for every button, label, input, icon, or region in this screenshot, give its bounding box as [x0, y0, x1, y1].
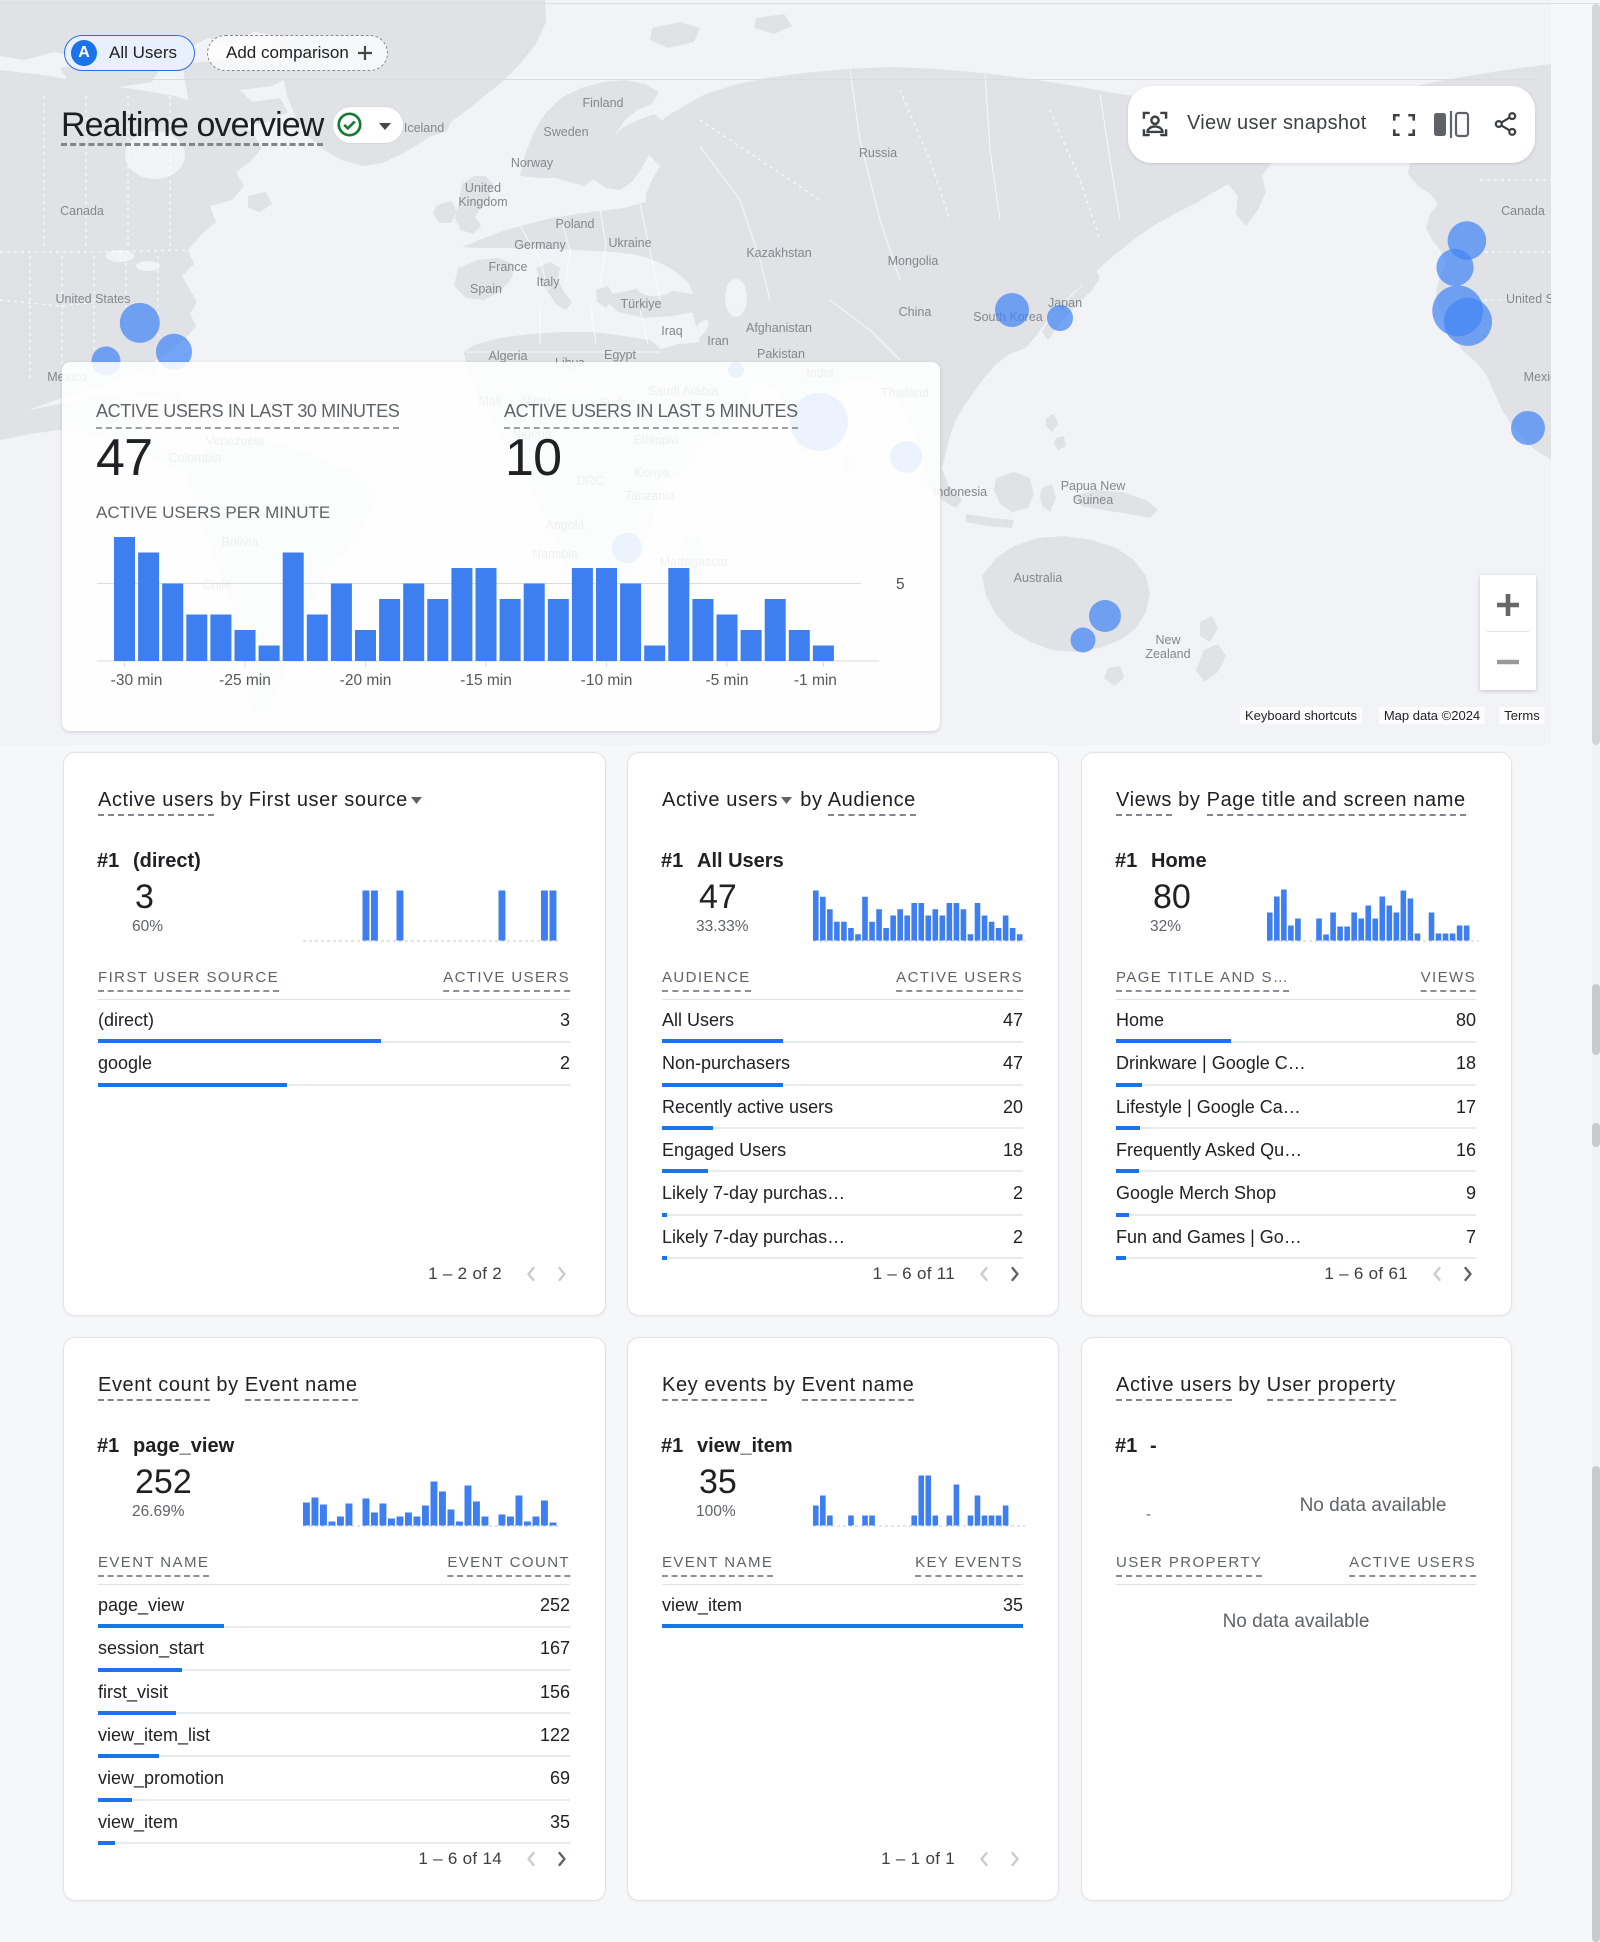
svg-text:-15 min: -15 min [460, 672, 512, 689]
svg-text:Egypt: Egypt [604, 348, 636, 362]
svg-text:Canada: Canada [60, 204, 104, 218]
svg-text:-20 min: -20 min [340, 672, 392, 689]
svg-text:Zealand: Zealand [1145, 647, 1190, 661]
svg-text:United S: United S [1506, 292, 1551, 306]
svg-text:-5 min: -5 min [705, 672, 748, 689]
svg-text:Kazakhstan: Kazakhstan [746, 246, 811, 260]
svg-text:Iraq: Iraq [661, 324, 683, 338]
svg-text:Italy: Italy [537, 275, 561, 289]
svg-text:France: France [489, 260, 528, 274]
svg-text:Russia: Russia [859, 146, 897, 160]
svg-text:Germany: Germany [514, 238, 566, 252]
svg-text:Algeria: Algeria [489, 349, 528, 363]
svg-text:Australia: Australia [1014, 571, 1063, 585]
svg-text:Iceland: Iceland [404, 121, 444, 135]
svg-text:Mexic: Mexic [1524, 370, 1551, 384]
svg-text:Mongolia: Mongolia [888, 254, 939, 268]
svg-text:Iran: Iran [707, 334, 729, 348]
svg-text:Kingdom: Kingdom [458, 195, 507, 209]
svg-text:Sweden: Sweden [543, 125, 588, 139]
svg-text:5: 5 [896, 576, 905, 593]
svg-text:Papua New: Papua New [1061, 479, 1127, 493]
svg-text:-1 min: -1 min [794, 672, 837, 689]
svg-text:Ukraine: Ukraine [608, 236, 651, 250]
svg-text:Afghanistan: Afghanistan [746, 321, 812, 335]
svg-text:-30 min: -30 min [111, 672, 163, 689]
svg-text:New: New [1155, 633, 1181, 647]
svg-text:-25 min: -25 min [219, 672, 271, 689]
svg-text:Guinea: Guinea [1073, 493, 1113, 507]
svg-text:Norway: Norway [511, 156, 554, 170]
svg-text:Indonesia: Indonesia [933, 485, 987, 499]
svg-text:Pakistan: Pakistan [757, 347, 805, 361]
svg-text:Canada: Canada [1501, 204, 1545, 218]
svg-text:United States: United States [55, 292, 130, 306]
svg-text:United: United [465, 181, 501, 195]
svg-text:Poland: Poland [556, 217, 595, 231]
svg-text:China: China [899, 305, 932, 319]
svg-text:Finland: Finland [583, 96, 624, 110]
svg-text:Spain: Spain [470, 282, 502, 296]
svg-text:-10 min: -10 min [581, 672, 633, 689]
svg-text:Türkiye: Türkiye [621, 297, 662, 311]
